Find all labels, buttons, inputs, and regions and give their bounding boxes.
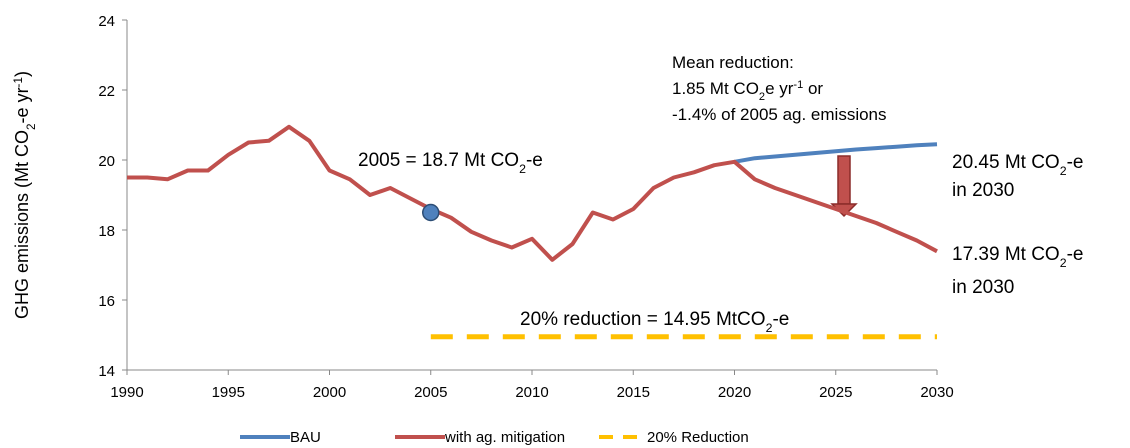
- text-part: in 2030: [952, 180, 1014, 201]
- y-tick-label: 14: [98, 363, 115, 380]
- superscript: -1: [12, 77, 25, 87]
- text-part: ): [12, 71, 32, 77]
- annotation: in 2030: [952, 277, 1014, 298]
- x-tick-label: 2025: [819, 384, 852, 401]
- annotation: 1.85 Mt CO2e yr-1 or: [672, 79, 823, 103]
- text-part: 20.45 Mt CO: [952, 152, 1060, 173]
- text-part: 20% reduction = 14.95 MtCO: [520, 309, 766, 330]
- annotation: 17.39 Mt CO2-e: [952, 244, 1084, 270]
- subscript: 2: [766, 321, 773, 335]
- annotation: 2005 = 18.7 Mt CO2-e: [358, 150, 543, 176]
- series-line: [734, 142, 938, 164]
- y-tick-label: 24: [98, 13, 115, 30]
- text-part: -1.4% of 2005 ag. emissions: [672, 105, 887, 124]
- text-part: GHG emissions (Mt CO: [12, 130, 32, 319]
- x-tick-label: 2015: [617, 384, 650, 401]
- text-part: -e: [1067, 244, 1084, 265]
- highlight-marker: [422, 203, 440, 222]
- y-tick-label: 22: [98, 83, 115, 100]
- text-part: e yr: [765, 79, 794, 98]
- text-part: 2005 = 18.7 Mt CO: [358, 150, 519, 171]
- text-part: -e: [1067, 152, 1084, 173]
- legend-label: BAU: [290, 429, 321, 446]
- subscript: 2: [25, 123, 38, 130]
- legend-label: with ag. mitigation: [444, 429, 565, 446]
- text-part: or: [803, 79, 823, 98]
- subscript: 2: [1060, 164, 1067, 178]
- text-part: -e yr: [12, 87, 32, 123]
- y-tick-label: 16: [98, 293, 115, 310]
- x-tick-label: 2030: [920, 384, 953, 401]
- superscript: -1: [793, 79, 803, 91]
- text-part: in 2030: [952, 277, 1014, 298]
- x-tick-label: 2020: [718, 384, 751, 401]
- annotation: -1.4% of 2005 ag. emissions: [672, 105, 887, 124]
- series-line: [127, 124, 938, 262]
- y-tick-label: 20: [98, 153, 115, 170]
- annotation: 20% reduction = 14.95 MtCO2-e: [520, 309, 789, 335]
- x-tick-label: 2000: [313, 384, 346, 401]
- text-part: -e: [526, 150, 543, 171]
- y-axis-label: GHG emissions (Mt CO2-e yr-1): [12, 71, 38, 319]
- subscript: 2: [1060, 256, 1067, 270]
- x-tick-label: 1990: [110, 384, 143, 401]
- annotation: Mean reduction:: [672, 53, 794, 72]
- subscript: 2: [519, 162, 526, 176]
- text-part: -e: [772, 309, 789, 330]
- legend-label: 20% Reduction: [647, 429, 749, 446]
- text-part: 17.39 Mt CO: [952, 244, 1060, 265]
- y-tick-label: 18: [98, 223, 115, 240]
- subscript: 2: [759, 91, 765, 103]
- annotation: in 2030: [952, 180, 1014, 201]
- x-tick-label: 1995: [212, 384, 245, 401]
- x-tick-label: 2010: [515, 384, 548, 401]
- annotation: 20.45 Mt CO2-e: [952, 152, 1084, 178]
- text-part: Mean reduction:: [672, 53, 794, 72]
- x-tick-label: 2005: [414, 384, 447, 401]
- text-part: 1.85 Mt CO: [672, 79, 759, 98]
